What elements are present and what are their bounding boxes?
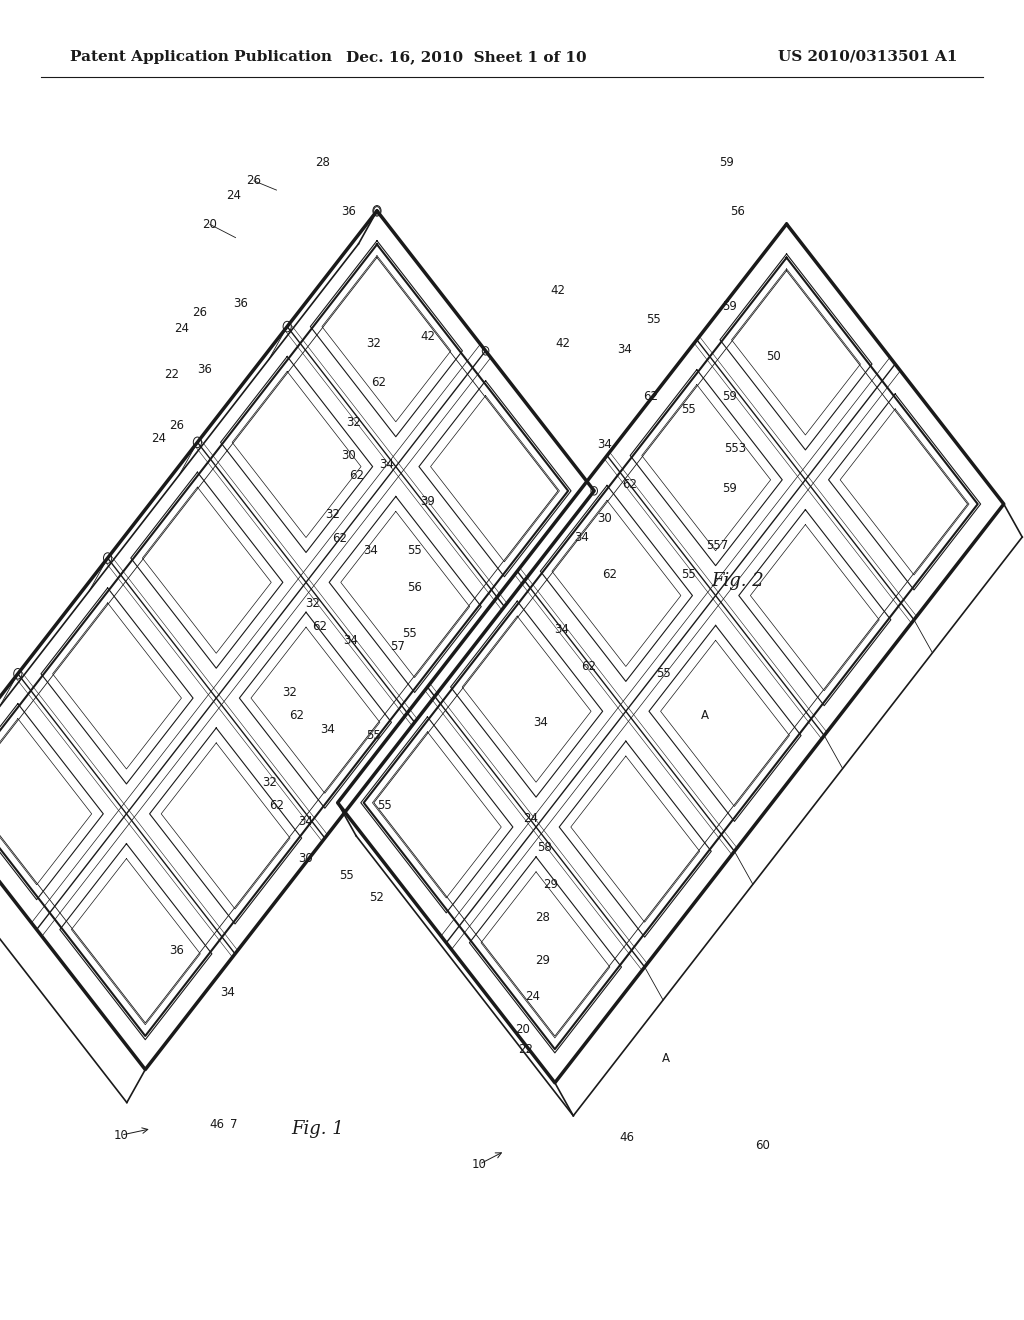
Text: 62: 62 (582, 660, 596, 673)
Text: 62: 62 (349, 469, 364, 482)
Text: US 2010/0313501 A1: US 2010/0313501 A1 (778, 50, 957, 63)
Text: 56: 56 (408, 581, 422, 594)
Text: 30: 30 (341, 449, 355, 462)
Text: 30: 30 (597, 512, 611, 525)
Text: 553: 553 (724, 442, 746, 455)
Text: 10: 10 (472, 1158, 486, 1171)
Text: 62: 62 (290, 709, 304, 722)
Text: 59: 59 (720, 156, 734, 169)
Text: 10: 10 (114, 1129, 128, 1142)
Text: 34: 34 (554, 623, 568, 636)
Text: 26: 26 (193, 306, 207, 319)
Text: 50: 50 (766, 350, 780, 363)
Text: 22: 22 (165, 368, 179, 381)
Text: 34: 34 (220, 986, 234, 999)
Text: 26: 26 (169, 418, 183, 432)
Text: 58: 58 (538, 841, 552, 854)
Text: 32: 32 (326, 508, 340, 521)
Text: 34: 34 (298, 814, 312, 828)
Text: Dec. 16, 2010  Sheet 1 of 10: Dec. 16, 2010 Sheet 1 of 10 (346, 50, 586, 63)
Text: 55: 55 (402, 627, 417, 640)
Text: 55: 55 (377, 799, 391, 812)
Text: 34: 34 (380, 458, 394, 471)
Text: 36: 36 (198, 363, 212, 376)
Text: 57: 57 (390, 640, 404, 653)
Text: 34: 34 (364, 544, 378, 557)
Text: 34: 34 (597, 438, 611, 451)
Text: 55: 55 (681, 568, 695, 581)
Text: 62: 62 (623, 478, 637, 491)
Text: 55: 55 (681, 403, 695, 416)
Text: 34: 34 (617, 343, 632, 356)
Text: 7: 7 (229, 1118, 238, 1131)
Text: 59: 59 (722, 300, 736, 313)
Text: 32: 32 (262, 776, 276, 789)
Text: 32: 32 (367, 337, 381, 350)
Text: 29: 29 (544, 878, 558, 891)
Text: 36: 36 (233, 297, 248, 310)
Text: 62: 62 (333, 532, 347, 545)
Text: 34: 34 (534, 715, 548, 729)
Text: 36: 36 (169, 944, 183, 957)
Text: 22: 22 (518, 1043, 532, 1056)
Text: 32: 32 (346, 416, 360, 429)
Text: 36: 36 (341, 205, 355, 218)
Text: A: A (662, 1052, 670, 1065)
Text: A: A (700, 709, 709, 722)
Text: 34: 34 (321, 723, 335, 737)
Text: 62: 62 (312, 620, 327, 634)
Text: 55: 55 (339, 869, 353, 882)
Text: Fig. 2: Fig. 2 (711, 572, 764, 590)
Text: 32: 32 (283, 686, 297, 700)
Text: 59: 59 (722, 389, 736, 403)
Text: 20: 20 (515, 1023, 529, 1036)
Text: 30: 30 (298, 851, 312, 865)
Text: 24: 24 (174, 322, 188, 335)
Text: 55: 55 (656, 667, 671, 680)
Text: 34: 34 (574, 531, 589, 544)
Text: 24: 24 (523, 812, 538, 825)
Text: 59: 59 (722, 482, 736, 495)
Text: 62: 62 (372, 376, 386, 389)
Text: 55: 55 (408, 544, 422, 557)
Text: 42: 42 (421, 330, 435, 343)
Text: 32: 32 (305, 597, 319, 610)
Text: 55: 55 (367, 729, 381, 742)
Text: 24: 24 (525, 990, 540, 1003)
Text: Patent Application Publication: Patent Application Publication (70, 50, 332, 63)
Text: 557: 557 (706, 539, 728, 552)
Text: 28: 28 (315, 156, 330, 169)
Text: 39: 39 (421, 495, 435, 508)
Text: 55: 55 (646, 313, 660, 326)
Text: 52: 52 (370, 891, 384, 904)
Text: Fig. 1: Fig. 1 (291, 1119, 344, 1138)
Text: 56: 56 (730, 205, 744, 218)
Text: 20: 20 (203, 218, 217, 231)
Text: 26: 26 (247, 174, 261, 187)
Text: 62: 62 (602, 568, 616, 581)
Text: 62: 62 (269, 799, 284, 812)
Text: 24: 24 (226, 189, 241, 202)
Text: 28: 28 (536, 911, 550, 924)
Text: 62: 62 (643, 389, 657, 403)
Text: 46: 46 (620, 1131, 634, 1144)
Text: 34: 34 (343, 634, 357, 647)
Text: 42: 42 (556, 337, 570, 350)
Text: 29: 29 (536, 954, 550, 968)
Text: 60: 60 (756, 1139, 770, 1152)
Text: 24: 24 (152, 432, 166, 445)
Text: 42: 42 (551, 284, 565, 297)
Text: 46: 46 (210, 1118, 224, 1131)
